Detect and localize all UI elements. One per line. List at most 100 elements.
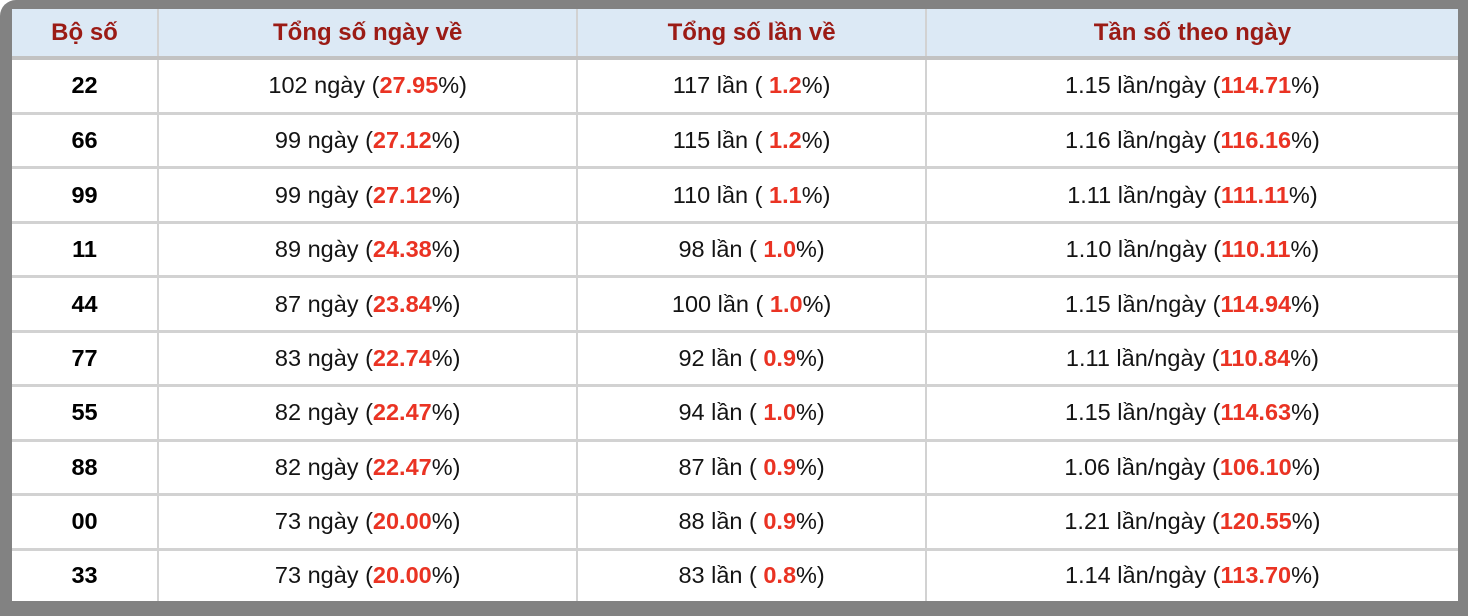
frequency-cell: 1.14 lần/ngày (113.70%) <box>925 549 1458 601</box>
times-percent-close: %) <box>801 72 831 99</box>
pair-number-cell: 55 <box>12 385 160 442</box>
times-percent-close: %) <box>796 344 825 371</box>
table-row: 11 89 ngày (24.38%) 98 lần ( 1.0%) 1.10 … <box>12 222 1458 279</box>
pair-number-cell: 77 <box>12 331 160 388</box>
days-text: 99 ngày ( <box>274 127 373 154</box>
days-percent-close: %) <box>431 399 461 426</box>
frequency-cell: 1.10 lần/ngày (110.11%) <box>925 222 1458 279</box>
times-text: 98 lần ( <box>678 236 764 263</box>
frequency-text: 1.14 lần/ngày ( <box>1065 562 1221 589</box>
total-days-cell: 87 ngày (23.84%) <box>158 276 579 333</box>
frequency-percent-close: %) <box>1291 562 1320 589</box>
days-percent-value: 27.95 <box>379 72 439 99</box>
frequency-percent-value: 110.11 <box>1221 236 1291 263</box>
frequency-cell: 1.06 lần/ngày (106.10%) <box>925 440 1458 497</box>
table-row: 99 99 ngày (27.12%) 110 lần ( 1.1%) 1.11… <box>12 167 1458 224</box>
frequency-percent-close: %) <box>1290 236 1320 263</box>
frequency-text: 1.15 lần/ngày ( <box>1065 72 1221 99</box>
frequency-text: 1.11 lần/ngày ( <box>1065 344 1220 371</box>
frequency-cell: 1.15 lần/ngày (114.63%) <box>925 385 1458 442</box>
frequency-percent-close: %) <box>1291 290 1320 317</box>
frequency-cell: 1.21 lần/ngày (120.55%) <box>925 494 1458 551</box>
days-text: 73 ngày ( <box>274 562 373 589</box>
frequency-text: 1.21 lần/ngày ( <box>1064 508 1220 535</box>
frequency-percent-value: 106.10 <box>1219 453 1292 480</box>
table-body: 22 102 ngày (27.95%) 117 lần ( 1.2%) 1.1… <box>12 58 1458 601</box>
times-percent-value: 1.0 <box>763 236 797 263</box>
frequency-percent-value: 110.84 <box>1219 344 1291 371</box>
total-days-cell: 73 ngày (20.00%) <box>158 549 579 601</box>
col-header-pair: Bộ số <box>12 9 160 60</box>
pair-number-cell: 11 <box>12 222 160 279</box>
times-percent-close: %) <box>801 127 831 154</box>
frequency-cell: 1.16 lần/ngày (116.16%) <box>925 113 1458 170</box>
times-percent-close: %) <box>796 508 825 535</box>
total-times-cell: 83 lần ( 0.8%) <box>577 549 927 601</box>
table-row: 55 82 ngày (22.47%) 94 lần ( 1.0%) 1.15 … <box>12 385 1458 442</box>
times-percent-value: 1.0 <box>763 399 797 426</box>
times-percent-close: %) <box>796 399 825 426</box>
frequency-text: 1.06 lần/ngày ( <box>1064 453 1220 480</box>
times-percent-value: 1.2 <box>769 72 802 99</box>
table-row: 44 87 ngày (23.84%) 100 lần ( 1.0%) 1.15… <box>12 276 1458 333</box>
pair-number-cell: 44 <box>12 276 160 333</box>
lottery-pair-statistics-table: Bộ số Tổng số ngày về Tổng số lần về Tần… <box>12 9 1458 601</box>
days-percent-close: %) <box>431 181 461 208</box>
total-times-cell: 117 lần ( 1.2%) <box>577 58 927 115</box>
table-row: 77 83 ngày (22.74%) 92 lần ( 0.9%) 1.11 … <box>12 331 1458 388</box>
times-percent-close: %) <box>796 236 825 263</box>
days-percent-close: %) <box>431 562 461 589</box>
pair-number-cell: 22 <box>12 58 160 115</box>
times-percent-close: %) <box>801 181 831 208</box>
total-days-cell: 99 ngày (27.12%) <box>158 167 579 224</box>
times-text: 88 lần ( <box>678 508 764 535</box>
times-text: 83 lần ( <box>678 562 764 589</box>
days-text: 83 ngày ( <box>274 344 373 371</box>
frequency-text: 1.15 lần/ngày ( <box>1065 290 1221 317</box>
total-times-cell: 94 lần ( 1.0%) <box>577 385 927 442</box>
days-text: 99 ngày ( <box>274 181 373 208</box>
total-days-cell: 102 ngày (27.95%) <box>158 58 579 115</box>
times-text: 117 lần ( <box>672 72 770 99</box>
times-text: 92 lần ( <box>678 344 764 371</box>
col-header-total-times: Tổng số lần về <box>577 9 927 60</box>
frequency-percent-close: %) <box>1291 399 1320 426</box>
days-percent-value: 27.12 <box>372 127 432 154</box>
times-percent-close: %) <box>802 290 832 317</box>
total-times-cell: 87 lần ( 0.9%) <box>577 440 927 497</box>
pair-number-cell: 99 <box>12 167 160 224</box>
times-text: 87 lần ( <box>678 453 764 480</box>
frequency-text: 1.11 lần/ngày ( <box>1067 181 1221 208</box>
times-percent-close: %) <box>796 453 825 480</box>
total-times-cell: 115 lần ( 1.2%) <box>577 113 927 170</box>
times-text: 110 lần ( <box>672 181 770 208</box>
frequency-percent-value: 111.11 <box>1220 181 1289 208</box>
days-text: 73 ngày ( <box>274 508 373 535</box>
frequency-percent-value: 114.94 <box>1220 290 1292 317</box>
days-percent-value: 20.00 <box>372 562 432 589</box>
days-text: 89 ngày ( <box>274 236 373 263</box>
frequency-percent-close: %) <box>1291 127 1320 154</box>
frequency-text: 1.16 lần/ngày ( <box>1065 127 1221 154</box>
total-days-cell: 83 ngày (22.74%) <box>158 331 579 388</box>
days-percent-close: %) <box>431 236 461 263</box>
table-row: 66 99 ngày (27.12%) 115 lần ( 1.2%) 1.16… <box>12 113 1458 170</box>
frequency-percent-value: 114.71 <box>1220 72 1292 99</box>
days-percent-close: %) <box>431 508 461 535</box>
frequency-cell: 1.15 lần/ngày (114.94%) <box>925 276 1458 333</box>
frequency-text: 1.15 lần/ngày ( <box>1065 399 1221 426</box>
times-text: 94 lần ( <box>678 399 764 426</box>
frequency-cell: 1.11 lần/ngày (110.84%) <box>925 331 1458 388</box>
days-text: 102 ngày ( <box>268 72 380 99</box>
total-days-cell: 99 ngày (27.12%) <box>158 113 579 170</box>
times-percent-value: 0.9 <box>763 453 797 480</box>
days-text: 87 ngày ( <box>274 290 373 317</box>
days-percent-value: 22.47 <box>372 399 432 426</box>
frequency-percent-close: %) <box>1291 508 1321 535</box>
days-percent-value: 20.00 <box>372 508 432 535</box>
times-percent-value: 0.9 <box>763 508 797 535</box>
total-days-cell: 73 ngày (20.00%) <box>158 494 579 551</box>
days-percent-close: %) <box>431 453 461 480</box>
